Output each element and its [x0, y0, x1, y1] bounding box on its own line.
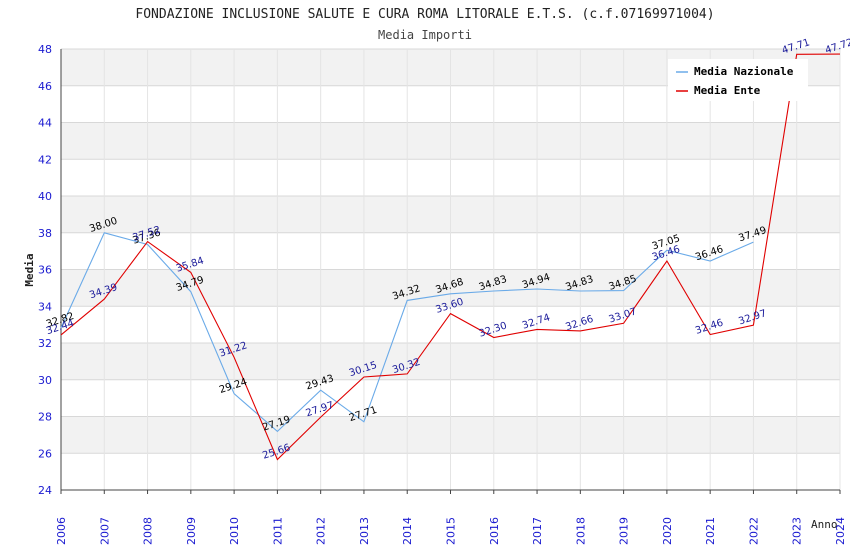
legend-label-ente: Media Ente — [694, 84, 761, 97]
x-tick-label: 2013 — [358, 517, 371, 545]
y-tick-label: 34 — [38, 300, 52, 313]
x-tick-label: 2010 — [228, 517, 241, 545]
x-tick-label: 2018 — [574, 517, 587, 545]
axes — [60, 49, 841, 494]
x-tick-label: 2011 — [271, 517, 284, 545]
y-tick-label: 28 — [38, 411, 52, 424]
y-tick-label: 48 — [38, 43, 52, 56]
x-tick-label: 2024 — [834, 517, 847, 545]
legend-box — [668, 59, 808, 101]
series-line-ente — [60, 53, 841, 461]
x-axis-label: Anno — [811, 518, 838, 531]
legend: Media Nazionale Media Ente — [668, 59, 808, 101]
x-tick-label: 2020 — [661, 517, 674, 545]
y-axis-label: Media — [23, 253, 36, 286]
x-tick-label: 2016 — [488, 517, 501, 545]
x-tick-labels: 2006 2007 2008 2009 2010 2011 2012 2013 2014 2015… — [55, 517, 847, 545]
x-tick-label: 2019 — [618, 517, 631, 545]
y-tick-label: 36 — [38, 264, 52, 277]
y-tick-labels: 24 26 28 30 32 34 36 38 40 42 44 46 48 — [38, 43, 52, 497]
x-tick-label: 2007 — [98, 517, 111, 545]
y-tick-label: 24 — [38, 484, 52, 497]
x-tick-label: 2009 — [185, 517, 198, 545]
y-tick-label: 42 — [38, 153, 52, 166]
x-tick-label: 2014 — [401, 517, 414, 545]
x-tick-label: 2021 — [704, 517, 717, 545]
y-tick-label: 30 — [38, 374, 52, 387]
grid-lines — [60, 48, 841, 491]
x-tick-label: 2008 — [142, 517, 155, 545]
y-tick-label: 32 — [38, 337, 52, 350]
series-lines — [60, 53, 841, 461]
x-tick-label: 2023 — [791, 517, 804, 545]
series-line-nazionale — [60, 232, 754, 433]
y-tick-label: 46 — [38, 80, 52, 93]
x-tick-label: 2017 — [531, 517, 544, 545]
x-tick-label: 2022 — [747, 517, 760, 545]
y-tick-label: 40 — [38, 190, 52, 203]
y-tick-label: 44 — [38, 117, 52, 130]
x-tick-label: 2006 — [55, 517, 68, 545]
x-tick-label: 2012 — [315, 517, 328, 545]
x-tick-label: 2015 — [445, 517, 458, 545]
y-tick-label: 26 — [38, 447, 52, 460]
chart-subtitle: Media Importi — [378, 28, 472, 42]
chart-title: FONDAZIONE INCLUSIONE SALUTE E CURA ROMA… — [135, 7, 714, 22]
y-tick-label: 38 — [38, 227, 52, 240]
legend-label-nazionale: Media Nazionale — [694, 65, 794, 78]
